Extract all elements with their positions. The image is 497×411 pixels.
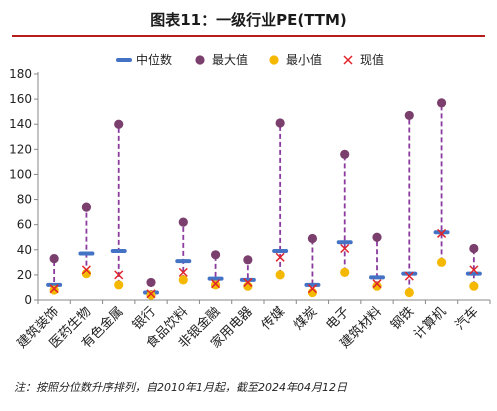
current-point bbox=[211, 279, 221, 289]
y-tick-label: 100 bbox=[9, 167, 32, 181]
max-point bbox=[49, 253, 59, 264]
legend-marker-current bbox=[343, 55, 353, 65]
max-point bbox=[210, 250, 221, 260]
current-point bbox=[340, 243, 350, 254]
min-point bbox=[404, 287, 414, 298]
current-point bbox=[469, 265, 479, 275]
current-point bbox=[275, 252, 285, 262]
max-point bbox=[81, 202, 92, 212]
y-tick-label: 20 bbox=[17, 268, 32, 282]
legend-label: 最大值 bbox=[212, 52, 248, 67]
current-point bbox=[404, 271, 414, 281]
y-tick-label: 40 bbox=[17, 243, 32, 257]
min-point bbox=[114, 280, 124, 290]
min-point bbox=[469, 281, 479, 291]
legend-label: 最小值 bbox=[286, 52, 322, 67]
legend-marker-circle bbox=[269, 55, 279, 65]
max-point bbox=[114, 119, 124, 129]
max-point bbox=[372, 232, 382, 242]
max-point bbox=[146, 277, 156, 288]
min-point bbox=[210, 280, 221, 290]
y-tick-label: 60 bbox=[17, 218, 32, 232]
max-point bbox=[340, 149, 350, 159]
min-point bbox=[178, 275, 188, 285]
current-point bbox=[49, 284, 59, 294]
min-point bbox=[146, 290, 156, 300]
y-tick-label: 160 bbox=[9, 92, 32, 106]
current-point bbox=[307, 284, 317, 294]
category-label: 计算机 bbox=[411, 304, 449, 342]
min-point bbox=[436, 257, 447, 267]
legend-marker-circle bbox=[195, 55, 205, 65]
min-point bbox=[372, 281, 382, 291]
min-point bbox=[275, 270, 285, 280]
title-rule bbox=[12, 35, 485, 37]
marks bbox=[46, 98, 482, 300]
min-point bbox=[49, 285, 59, 295]
category-label: 煤炭 bbox=[291, 304, 320, 333]
current-point bbox=[437, 228, 447, 238]
y-tick-label: 180 bbox=[9, 67, 32, 81]
y-tick-label: 120 bbox=[9, 142, 32, 156]
max-point bbox=[469, 243, 479, 254]
category-label: 汽车 bbox=[452, 304, 482, 334]
footnote: 注：按照分位数升序排列，自2010年1月起，截至2024年04月12日 bbox=[14, 381, 347, 394]
y-tick-label: 140 bbox=[9, 117, 32, 131]
y-tick-label: 80 bbox=[17, 193, 32, 207]
max-point bbox=[243, 255, 253, 265]
max-point bbox=[404, 110, 414, 121]
legend-label: 中位数 bbox=[136, 52, 172, 67]
chart-title: 图表11：一级行业PE(TTM) bbox=[150, 11, 347, 29]
legend-label: 现值 bbox=[360, 52, 384, 67]
max-point bbox=[275, 118, 285, 128]
current-point bbox=[243, 277, 253, 287]
max-point bbox=[307, 233, 318, 244]
current-point bbox=[372, 279, 382, 289]
category-label: 传媒 bbox=[259, 304, 288, 333]
y-tick-label: 0 bbox=[24, 293, 32, 307]
current-point bbox=[178, 267, 188, 277]
max-point bbox=[436, 98, 447, 108]
current-point bbox=[81, 265, 91, 275]
min-point bbox=[340, 267, 350, 277]
current-point bbox=[146, 289, 156, 299]
current-point bbox=[114, 270, 124, 280]
max-point bbox=[178, 217, 188, 227]
legend: 中位数 最大值 最小值 现值 bbox=[116, 52, 384, 67]
